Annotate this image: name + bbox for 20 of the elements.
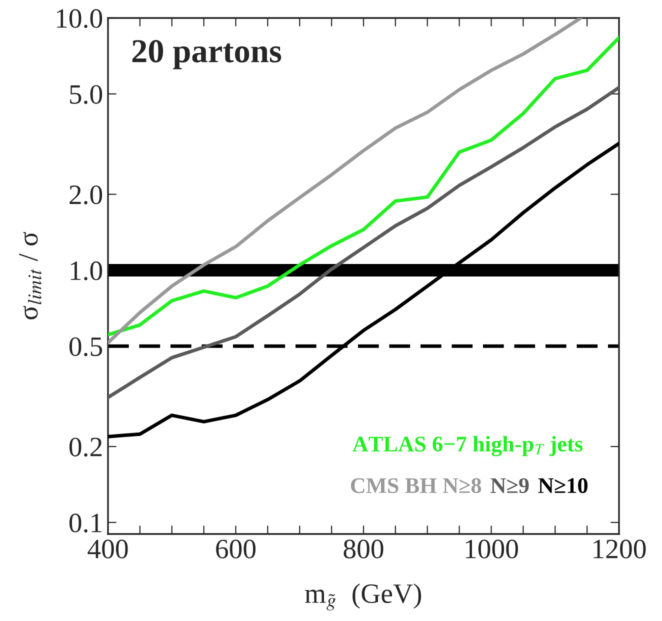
y-tick-label: 0.1 (69, 514, 102, 532)
y-tick-label: 10.0 (56, 9, 102, 28)
text: ATLAS 6−7 high-p$_{T}$ jets (352, 436, 582, 456)
text: N≥10 (538, 478, 588, 494)
x-tick-label: 400 (88, 540, 128, 558)
text: 20 partons (132, 40, 282, 70)
x-tick-label: 1200 (594, 540, 646, 558)
y-tick-label: 2.0 (70, 185, 102, 204)
y-tick-label: 1.0 (70, 261, 102, 280)
x-tick-label: 600 (216, 540, 256, 558)
y-tick-label: 0.5 (69, 337, 102, 356)
y-tick-label: 5.0 (70, 85, 102, 104)
x-tick-label: 1000 (466, 540, 518, 558)
y-tick-label: 0.2 (69, 438, 102, 457)
text: CMS BH N≥8 (350, 478, 482, 494)
x-tick-label: 800 (344, 540, 384, 558)
line-series (108, 86, 619, 400)
y-axis-title: σ$_{limit}$ / σ (19, 232, 42, 320)
x-axis-title: m$_{g̃}$ (GeV) (305, 583, 422, 610)
text: N≥9 (490, 478, 529, 494)
